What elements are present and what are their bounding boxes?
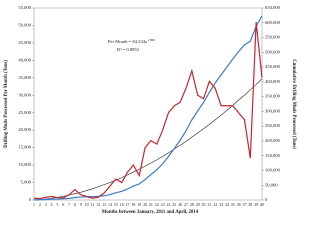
x-tick-label: 10 [85,202,89,207]
y2-tick-label: 50,000 [265,182,278,188]
y2-tick-label: 0 [265,197,268,202]
y-tick-label: 50,000 [18,23,31,29]
y2-tick-label: 450,000 [265,64,281,70]
x-tick-label: 20 [143,202,147,207]
x-tick-label: 4 [51,202,53,207]
x-tick-label: 3 [45,202,47,207]
x-tick-label: 23 [161,202,165,207]
x-tick-label: 11 [91,202,95,207]
x-tick-label: 38 [248,202,252,207]
y2-tick-label: 300,000 [265,108,281,114]
y2-tick-label: 150,000 [265,153,281,159]
x-tick-label: 14 [108,202,112,207]
y-tick-label: 10,000 [18,162,31,168]
y2-tick-label: 650,000 [265,5,281,11]
y-tick-label: 35,000 [18,75,31,81]
x-tick-label: 31 [207,202,211,207]
x-tick-label: 36 [237,202,241,207]
x-tick-label: 15 [114,202,118,207]
x-tick-label: 25 [172,202,176,207]
x-tick-label: 35 [231,202,235,207]
x-tick-label: 37 [242,202,246,207]
annotation-equation-text: Per Month = 84.334x [108,39,148,44]
x-tick-label: 27 [184,202,188,207]
y-tick-label: 15,000 [18,145,31,151]
series-line [33,78,263,201]
y2-tick-label: 550,000 [265,35,281,41]
x-tick-label: 1 [33,202,35,207]
x-tick-label: 5 [56,202,58,207]
y2-tick-label: 400,000 [265,79,281,85]
x-tick-label: 18 [131,202,135,207]
y-tick-label: 40,000 [18,57,31,63]
x-tick-label: 32 [213,202,217,207]
x-tick-label: 28 [190,202,194,207]
x-tick-label: 34 [225,202,229,207]
y-tick-label: 5,000 [21,180,32,186]
x-tick-label: 29 [196,202,200,207]
annotation-r2: R² = 0.8853 [117,47,140,52]
y-tick-label: 20,000 [18,127,31,133]
x-tick-label: 16 [120,202,124,207]
x-tick-label: 13 [102,202,106,207]
x-tick-label: 21 [149,202,153,207]
x-tick-label: 26 [178,202,182,207]
x-tick-label: 7 [68,202,70,207]
y2-tick-label: 100,000 [265,168,281,174]
y-tick-label: 25,000 [18,110,31,116]
x-tick-label: 2 [39,202,41,207]
x-axis-title: Months between January, 2011 and April, … [102,210,199,215]
y2-tick-label: 600,000 [265,20,281,26]
annotation-exponent: 1.809 [147,38,155,42]
y2-tick-label: 200,000 [265,138,281,144]
x-tick-label: 33 [219,202,223,207]
series-line [33,21,263,200]
x-tick-label: 22 [155,202,159,207]
y-tick-label: 45,000 [18,40,31,46]
x-tick-label: 39 [254,202,258,207]
y-tick-label: 55,000 [18,5,31,11]
plot-frame [33,7,263,201]
y-axis-title: Drilling Muds Processed Per Month (Tons) [4,60,9,148]
x-tick-label: 24 [166,202,170,207]
x-tick-label: 12 [96,202,100,207]
x-tick-label: 17 [126,202,130,207]
y2-tick-label: 250,000 [265,123,281,129]
series-line [33,15,263,201]
x-tick-label: 40 [260,202,264,207]
y-tick-label: 0 [29,197,32,202]
x-tick-label: 30 [202,202,206,207]
x-tick-label: 19 [137,202,141,207]
y-tick-label: 30,000 [18,92,31,98]
annotation-equation: Per Month = 84.334x1.809 [108,38,155,44]
x-tick-label: 8 [74,202,76,207]
y2-axis-title: Cumulative Drilling Muds Processed (Tons… [291,59,296,149]
x-tick-label: 6 [62,202,64,207]
chart: Months between January, 2011 and April, … [4,5,296,215]
y2-tick-label: 350,000 [265,94,281,100]
y2-tick-label: 500,000 [265,49,281,55]
x-tick-label: 9 [80,202,82,207]
